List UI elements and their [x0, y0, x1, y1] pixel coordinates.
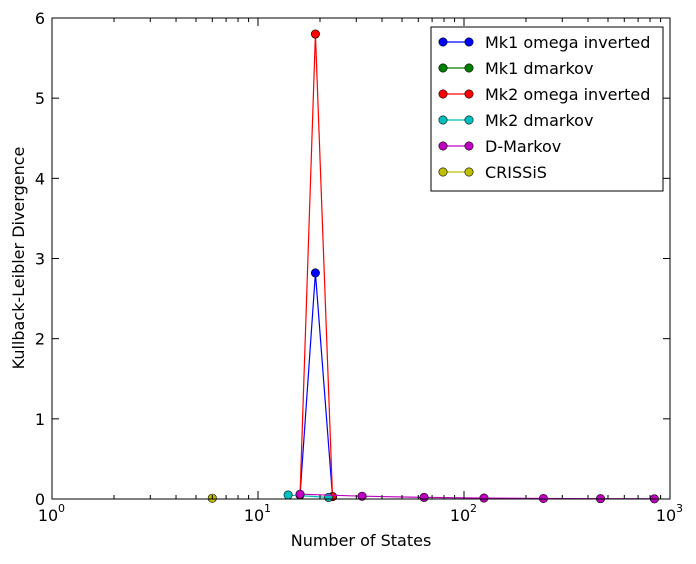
legend-label: Mk2 dmarkov [485, 111, 593, 130]
legend-label: D-Markov [485, 137, 561, 156]
y-tick-label: 2 [35, 330, 45, 349]
y-tick-label: 0 [35, 490, 45, 509]
y-tick-label: 3 [35, 250, 45, 269]
x-axis-label: Number of States [291, 531, 432, 550]
legend-swatch-marker [438, 63, 448, 73]
y-tick-label: 5 [35, 89, 45, 108]
data-point [479, 493, 489, 503]
x-tick-label: 10 [38, 506, 58, 525]
data-point [310, 29, 320, 39]
legend-label: Mk1 dmarkov [485, 59, 593, 78]
legend-swatch-marker [464, 89, 474, 99]
legend-swatch-marker [464, 115, 474, 125]
legend-entry: Mk2 dmarkov [438, 111, 593, 130]
y-tick-label: 1 [35, 410, 45, 429]
x-tick-exponent: 2 [470, 502, 477, 515]
legend-entry: Mk1 dmarkov [438, 59, 593, 78]
legend-swatch-marker [464, 37, 474, 47]
legend-swatch-marker [438, 115, 448, 125]
legend-swatch-marker [464, 167, 474, 177]
legend-entry: Mk1 omega inverted [438, 33, 650, 52]
legend-swatch-marker [438, 167, 448, 177]
series-2 [295, 29, 338, 502]
data-point [283, 490, 293, 500]
data-point [538, 493, 548, 503]
legend-swatch-marker [438, 141, 448, 151]
x-tick-exponent: 1 [264, 502, 271, 515]
legend-label: Mk2 omega inverted [485, 85, 650, 104]
x-tick-label: 10 [656, 506, 676, 525]
legend-swatch-marker [464, 141, 474, 151]
series-0 [295, 268, 338, 502]
legend-label: Mk1 omega inverted [485, 33, 650, 52]
x-tick-label: 10 [244, 506, 264, 525]
data-point [419, 492, 429, 502]
legend: Mk1 omega inverted Mk1 dmarkov Mk2 omega i… [430, 26, 664, 192]
x-tick-label: 10 [450, 506, 470, 525]
y-axis-label: Kullback-Leibler Divergence [9, 147, 28, 370]
legend-box [430, 26, 664, 192]
data-point [310, 268, 320, 278]
series-4 [295, 489, 659, 504]
legend-entry: Mk2 omega inverted [438, 85, 650, 104]
y-tick-label: 6 [35, 9, 45, 28]
x-tick-exponent: 0 [58, 502, 65, 515]
legend-label: CRISSiS [485, 163, 547, 182]
series-line [288, 494, 329, 498]
legend-entry: CRISSiS [438, 163, 547, 182]
series-line [299, 272, 334, 497]
data-point [295, 489, 305, 499]
y-tick-label: 4 [35, 169, 45, 188]
data-point [357, 491, 367, 501]
legend-swatch-marker [464, 63, 474, 73]
plot-layer [207, 29, 659, 504]
legend-swatch-marker [438, 37, 448, 47]
x-tick-exponent: 3 [676, 502, 683, 515]
legend-entry: D-Markov [438, 137, 561, 156]
legend-swatch-marker [438, 89, 448, 99]
series-3 [283, 490, 334, 502]
